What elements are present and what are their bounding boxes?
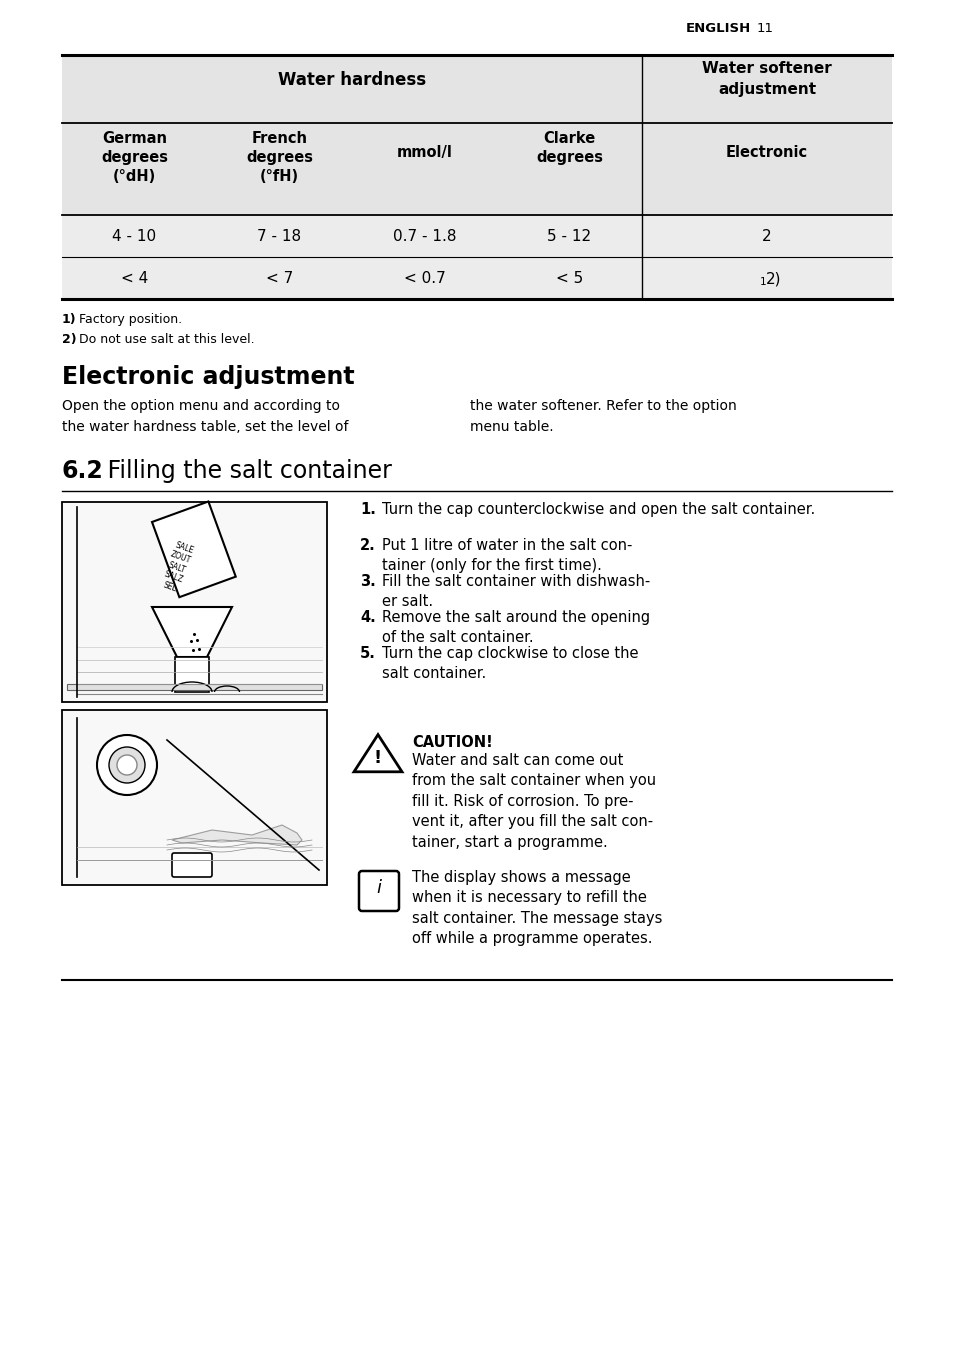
Text: Electronic adjustment: Electronic adjustment	[62, 365, 355, 389]
Text: 3.: 3.	[359, 575, 375, 589]
Text: French
degrees
(°fH): French degrees (°fH)	[246, 131, 313, 184]
Text: 4 - 10: 4 - 10	[112, 228, 156, 243]
Text: < 5: < 5	[556, 270, 582, 287]
Text: 11: 11	[757, 22, 773, 35]
Text: 2: 2	[761, 228, 771, 243]
Text: Filling the salt container: Filling the salt container	[100, 458, 392, 483]
Bar	[62, 710, 327, 886]
Text: < 4: < 4	[121, 270, 148, 287]
Text: The display shows a message
when it is necessary to refill the
salt container. T: The display shows a message when it is n…	[412, 869, 661, 946]
Text: ENGLISH: ENGLISH	[685, 22, 750, 35]
Text: 0.7 - 1.8: 0.7 - 1.8	[393, 228, 456, 243]
Bar	[62, 123, 891, 215]
FancyBboxPatch shape	[358, 871, 398, 911]
Text: 5 - 12: 5 - 12	[547, 228, 591, 243]
Bar	[62, 215, 891, 257]
Text: !: !	[374, 749, 381, 767]
Bar	[62, 55, 891, 123]
Text: Electronic: Electronic	[725, 145, 807, 160]
Text: Open the option menu and according to
the water hardness table, set the level of: Open the option menu and according to th…	[62, 399, 348, 434]
Bar	[67, 684, 322, 690]
Text: mmol/l: mmol/l	[396, 145, 452, 160]
Polygon shape	[354, 734, 401, 772]
FancyBboxPatch shape	[172, 853, 212, 877]
Text: Do not use salt at this level.: Do not use salt at this level.	[79, 333, 254, 346]
Text: < 7: < 7	[266, 270, 293, 287]
Text: Water hardness: Water hardness	[277, 72, 426, 89]
Text: Clarke
degrees: Clarke degrees	[536, 131, 602, 165]
Text: 4.: 4.	[359, 610, 375, 625]
Bar	[62, 257, 891, 299]
Circle shape	[117, 754, 137, 775]
Text: < 0.7: < 0.7	[403, 270, 445, 287]
Polygon shape	[152, 607, 232, 657]
Text: the water softener. Refer to the option
menu table.: the water softener. Refer to the option …	[470, 399, 736, 434]
Bar	[62, 502, 327, 702]
Text: 2): 2)	[62, 333, 76, 346]
Bar	[62, 55, 891, 299]
Text: 2): 2)	[765, 270, 781, 287]
Text: German
degrees
(°dH): German degrees (°dH)	[101, 131, 168, 184]
Text: 1: 1	[760, 277, 766, 287]
Text: Remove the salt around the opening
of the salt container.: Remove the salt around the opening of th…	[381, 610, 649, 645]
Polygon shape	[172, 825, 302, 845]
Circle shape	[97, 735, 157, 795]
Circle shape	[109, 748, 145, 783]
Text: CAUTION!: CAUTION!	[412, 735, 493, 750]
Text: 1.: 1.	[359, 502, 375, 516]
Text: Water and salt can come out
from the salt container when you
fill it. Risk of co: Water and salt can come out from the sal…	[412, 753, 656, 849]
Text: Factory position.: Factory position.	[79, 314, 182, 326]
Text: SALE
ZOUT
SALT
SALZ
SEL: SALE ZOUT SALT SALZ SEL	[158, 539, 195, 595]
Text: Turn the cap clockwise to close the
salt container.: Turn the cap clockwise to close the salt…	[381, 646, 638, 681]
Text: Water softener
adjustment: Water softener adjustment	[701, 61, 831, 97]
Bar	[174, 657, 209, 692]
Text: 5.: 5.	[359, 646, 375, 661]
Text: i: i	[376, 879, 381, 896]
Text: 2.: 2.	[359, 538, 375, 553]
Text: 7 - 18: 7 - 18	[257, 228, 301, 243]
Text: Fill the salt container with dishwash-
er salt.: Fill the salt container with dishwash- e…	[381, 575, 650, 610]
Polygon shape	[152, 502, 235, 598]
Text: Put 1 litre of water in the salt con-
tainer (only for the first time).: Put 1 litre of water in the salt con- ta…	[381, 538, 632, 573]
Text: 1): 1)	[62, 314, 76, 326]
Text: Turn the cap counterclockwise and open the salt container.: Turn the cap counterclockwise and open t…	[381, 502, 815, 516]
Text: 6.2: 6.2	[62, 458, 104, 483]
